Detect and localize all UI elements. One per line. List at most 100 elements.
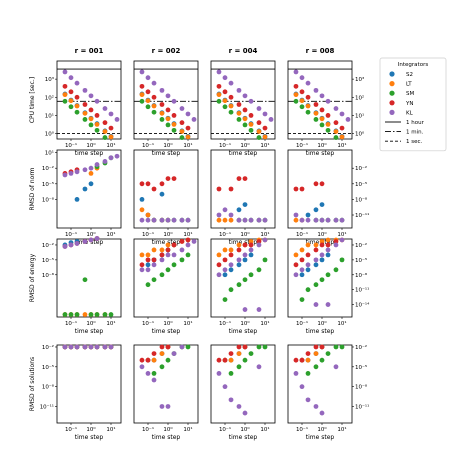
x-tick-label: 10⁰ — [317, 142, 327, 149]
marker-kl — [333, 106, 339, 111]
marker-kl — [262, 111, 268, 117]
marker-kl — [242, 217, 248, 223]
x-tick-label: 10⁰ — [163, 426, 173, 433]
y-tick-label: 10⁻² — [42, 344, 54, 351]
marker-lt — [159, 110, 165, 116]
marker-lt — [185, 134, 191, 140]
marker-kl — [319, 410, 325, 416]
marker-kl — [216, 212, 222, 218]
marker-lt — [305, 357, 311, 363]
marker-sm — [165, 357, 171, 363]
marker-kl — [114, 153, 120, 159]
marker-sm — [88, 122, 94, 128]
x-tick-label: 10⁰ — [240, 142, 250, 149]
marker-kl — [191, 239, 197, 244]
marker-lt — [325, 237, 331, 243]
marker-lt — [102, 129, 108, 134]
marker-yn — [313, 181, 319, 187]
marker-lt — [236, 242, 242, 248]
marker-lt — [299, 247, 305, 253]
marker-sm — [305, 371, 311, 376]
marker-sm — [159, 117, 165, 122]
marker-kl — [102, 344, 108, 350]
x-tick-label: 10⁻¹ — [142, 320, 154, 327]
marker-kl — [171, 252, 177, 258]
marker-kl — [139, 267, 145, 273]
marker-sm — [236, 364, 242, 370]
x-tick-label: 10¹ — [260, 320, 269, 327]
legend-label: SM — [406, 91, 414, 97]
marker-s2 — [74, 197, 80, 202]
panel-frame — [56, 344, 122, 424]
marker-sm — [74, 312, 80, 317]
marker-kl — [82, 239, 88, 244]
marker-s2 — [305, 267, 311, 273]
panel-frame — [210, 238, 276, 318]
marker-yn — [325, 113, 331, 118]
marker-lt — [88, 171, 94, 176]
marker-yn — [293, 186, 299, 192]
marker-yn — [216, 357, 222, 363]
marker-s2 — [145, 262, 151, 268]
marker-sm — [102, 312, 108, 317]
marker-lt — [151, 103, 157, 109]
marker-yn — [151, 94, 157, 100]
marker-sm — [319, 277, 325, 283]
x-tick-label: 10⁻¹ — [219, 426, 231, 433]
marker-sm — [179, 257, 185, 263]
y-tick-label: 10¹ — [355, 112, 364, 119]
x-axis-label: time step — [229, 328, 258, 335]
marker-kl — [165, 217, 171, 223]
marker-sm — [222, 104, 228, 110]
marker-lt — [108, 134, 114, 140]
panel-r0-c3: 10⁻¹ 10⁰ 10¹ 10⁰ 10¹ 10² 10³ time step r = 008 — [287, 47, 365, 157]
marker-yn — [171, 176, 177, 182]
marker-yn — [228, 351, 234, 356]
marker-kl — [345, 117, 351, 122]
marker-kl — [151, 377, 157, 383]
marker-kl — [171, 98, 177, 104]
marker-yn — [165, 344, 171, 350]
marker-lt — [339, 134, 345, 140]
marker-s2 — [248, 252, 254, 258]
marker-kl — [102, 106, 108, 111]
marker-yn — [145, 257, 151, 263]
marker-yn — [151, 257, 157, 263]
marker-sm — [185, 344, 191, 350]
marker-kl — [62, 69, 68, 75]
marker-yn — [299, 89, 305, 95]
marker-kl — [236, 87, 242, 93]
x-axis-label: time step — [75, 239, 104, 246]
marker-yn — [159, 252, 165, 258]
marker-sm — [242, 122, 248, 128]
marker-lt — [179, 129, 185, 134]
marker-kl — [159, 404, 165, 409]
marker-sm — [165, 267, 171, 273]
legend-label: YN — [405, 101, 413, 107]
y-tick-label: 10⁻⁸ — [355, 196, 368, 203]
marker-yn — [165, 247, 171, 253]
marker-yn — [319, 107, 325, 113]
marker-kl — [248, 217, 254, 223]
marker-sm — [108, 312, 114, 317]
panel-r3-c3: 10⁻¹ 10⁰ 10¹ 10⁻² 10⁻⁵ 10⁻⁸ 10⁻¹¹ time step — [287, 344, 369, 441]
panel-frame — [56, 238, 122, 318]
x-tick-label: 10⁰ — [317, 231, 327, 238]
marker-sm — [242, 357, 248, 363]
x-tick-label: 10¹ — [106, 426, 115, 433]
marker-yn — [236, 102, 242, 107]
marker-sm — [68, 104, 74, 110]
marker-kl — [305, 217, 311, 223]
marker-yn — [88, 107, 94, 113]
marker-kl — [339, 237, 345, 243]
marker-kl — [222, 75, 228, 81]
y-axis-label: CPU time [sec.] — [29, 77, 36, 123]
marker-lt — [293, 217, 299, 223]
marker-kl — [228, 212, 234, 218]
marker-sm — [222, 297, 228, 303]
marker-lt — [62, 92, 68, 98]
y-axis-label: RMSD of energy — [29, 253, 36, 302]
